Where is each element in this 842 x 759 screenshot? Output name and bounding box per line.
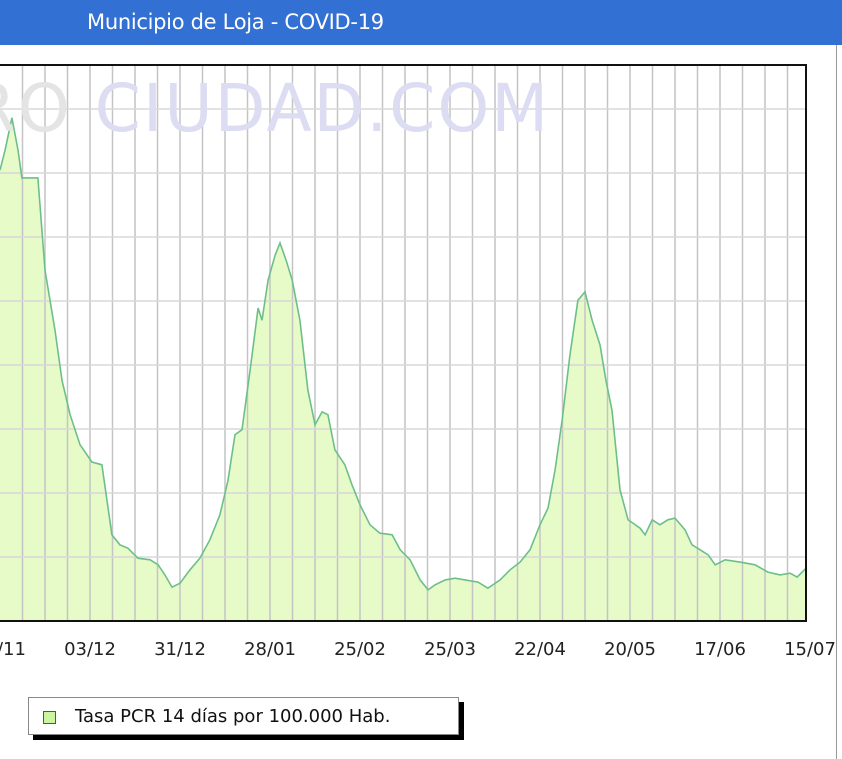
series-line <box>0 117 807 591</box>
x-tick-label: 17/06 <box>694 639 746 660</box>
legend-swatch <box>43 711 56 724</box>
x-tick-label: 03/12 <box>64 639 116 660</box>
chart-title: Municipio de Loja - COVID-19 <box>87 10 384 34</box>
x-tick-label: 22/04 <box>514 639 566 660</box>
x-tick-label: 31/12 <box>154 639 206 660</box>
x-tick-label: 28/01 <box>244 639 296 660</box>
plot-border <box>0 64 807 622</box>
legend: Tasa PCR 14 días por 100.000 Hab. <box>28 697 459 735</box>
x-tick-label: 25/03 <box>424 639 476 660</box>
series-area <box>0 117 807 622</box>
title-bar: Municipio de Loja - COVID-19 <box>0 0 842 45</box>
x-tick-label: 20/05 <box>604 639 656 660</box>
frame-border <box>836 45 837 759</box>
x-tick-label: 15/07 <box>784 639 836 660</box>
x-tick-label: 05/11 <box>0 639 26 660</box>
x-tick-label: 25/02 <box>334 639 386 660</box>
legend-label: Tasa PCR 14 días por 100.000 Hab. <box>75 706 391 727</box>
